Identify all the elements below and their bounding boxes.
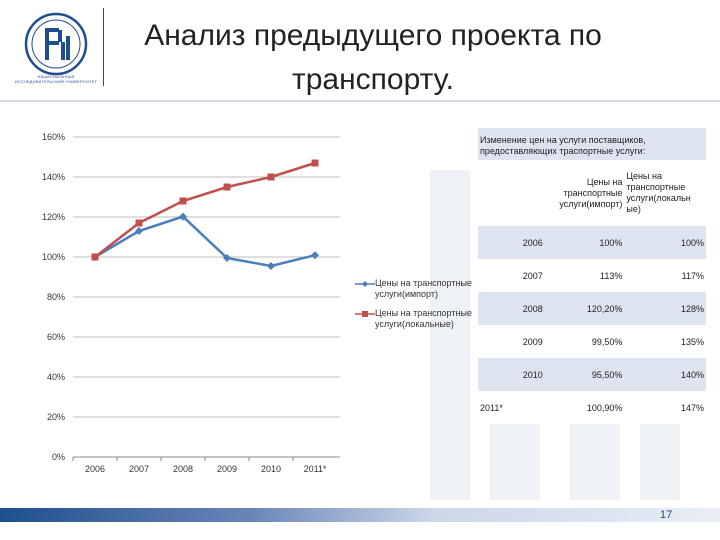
table-caption: Изменение цен на услуги поставщиков, пре… [480, 135, 646, 156]
header-local: Цены на транспортные услуги(локальн ые) [626, 171, 691, 214]
y-tick-label: 20% [47, 412, 65, 422]
legend-marker-import [355, 281, 375, 287]
data-point [267, 173, 275, 181]
x-tick-label: 2007 [129, 464, 149, 474]
logo-caption: НАЦИОНАЛЬНЫЙ ИССЛЕДОВАТЕЛЬСКИЙ УНИВЕРСИТ… [14, 74, 98, 84]
data-point [179, 212, 187, 221]
data-point [311, 251, 319, 260]
y-tick-label: 40% [47, 372, 65, 382]
data-point [267, 262, 275, 270]
series-line-2 [94, 161, 316, 258]
header-import: Цены на транспортные услуги(импорт) [559, 176, 623, 209]
table-row: 2009 99,50% 135% [478, 325, 706, 358]
table-row: 2011* 100,90% 147% [478, 391, 706, 424]
x-tick-label: 2009 [217, 464, 237, 474]
table-row: 2007 113% 117% [478, 259, 706, 292]
data-point [135, 219, 143, 227]
data-point [135, 227, 143, 235]
table-row: 2008 120,20% 128% [478, 292, 706, 325]
x-tick-label: 2008 [173, 464, 193, 474]
y-tick-label: 100% [42, 252, 65, 262]
legend-label-local: Цены на транспортные услуги(локальные) [375, 308, 472, 329]
y-tick-label: 0% [52, 452, 65, 462]
university-logo [24, 12, 88, 76]
legend-label-import: Цены на транспортные услуги(импорт) [375, 278, 472, 299]
data-point [223, 183, 231, 191]
x-tick-label: 2011* [304, 464, 327, 474]
watermark-logo [430, 170, 680, 500]
x-tick-label: 2010 [261, 464, 281, 474]
legend-item-local: Цены на транспортные услуги(локальные) [355, 308, 485, 338]
title-line-1: Анализ предыдущего проекта по [144, 19, 602, 52]
y-tick-label: 80% [47, 292, 65, 302]
page-number: 17 [660, 509, 673, 521]
legend-item-import: Цены на транспортные услуги(импорт) [355, 278, 485, 308]
price-line-chart: 0% 20% 40% 60% 80% 100% 120% 140% 160% 2006 2007 20… [42, 132, 340, 474]
y-tick-label: 60% [47, 332, 65, 342]
table-row: 2010 95,50% 140% [478, 358, 706, 391]
table-caption-row: Изменение цен на услуги поставщиков, пре… [478, 128, 706, 160]
footer-bar [0, 508, 720, 522]
slide-title: Анализ предыдущего проекта по транспорту… [108, 14, 638, 102]
y-tick-label: 140% [42, 172, 65, 182]
table-row: 2006 100% 100% [478, 226, 706, 259]
data-point [91, 253, 99, 261]
y-tick-label: 160% [42, 132, 65, 142]
data-point [223, 254, 231, 262]
legend-marker-local [355, 311, 375, 317]
data-point [311, 159, 319, 167]
header-underline [0, 100, 720, 102]
slide-header: НАЦИОНАЛЬНЫЙ ИССЛЕДОВАТЕЛЬСКИЙ УНИВЕРСИТ… [0, 0, 720, 100]
data-point [179, 197, 187, 205]
chart-legend: Цены на транспортные услуги(импорт) Цены… [355, 278, 485, 338]
title-line-2: транспорту. [291, 63, 455, 96]
price-table: Изменение цен на услуги поставщиков, пре… [478, 128, 706, 424]
series-line-1 [94, 215, 316, 268]
header-divider [103, 8, 104, 86]
y-tick-label: 120% [42, 212, 65, 222]
table-header-row: Цены на транспортные услуги(импорт) Цены… [478, 160, 706, 226]
x-tick-label: 2006 [85, 464, 105, 474]
